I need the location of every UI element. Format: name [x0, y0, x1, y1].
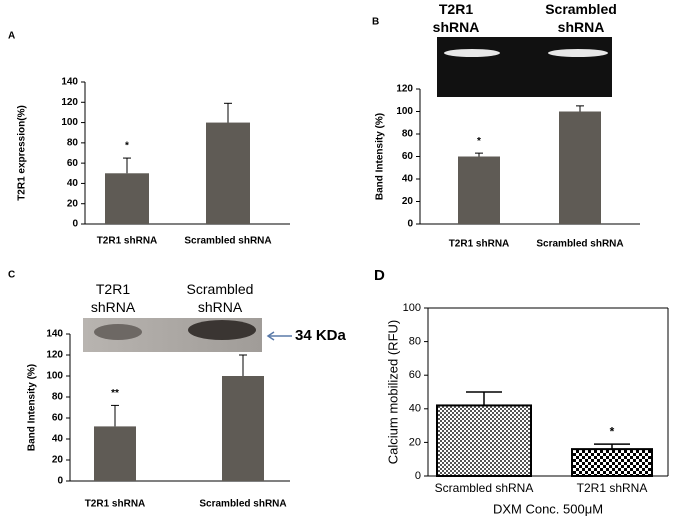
y-tick-label: 100 — [396, 106, 413, 117]
y-tick-label: 100 — [61, 117, 78, 128]
marker-label: 34 KDa — [295, 327, 346, 344]
y-tick-label: 120 — [396, 84, 413, 95]
y-tick-label: 120 — [61, 97, 78, 108]
y-tick-label: 40 — [402, 174, 414, 185]
panel: C 0 20 40 60 80 100 120 140 Band Intensity (%) ** T… — [8, 270, 290, 510]
y-tick-label: 140 — [46, 329, 63, 340]
image-label: Scrambled shRNA — [545, 1, 617, 35]
x-tick-label: Scrambled shRNA — [435, 481, 534, 495]
x-tick-label: T2R1 shRNA — [449, 239, 510, 250]
y-axis-label: Band Intensity (%) — [27, 364, 38, 451]
annotation: * — [125, 141, 129, 152]
x-tick-label: T2R1 shRNA — [97, 236, 158, 247]
y-tick-label: 120 — [46, 350, 63, 361]
y-tick-label: 80 — [402, 129, 414, 140]
y-axis-label: Calcium mobilized (RFU) — [385, 320, 400, 464]
bar — [222, 376, 264, 481]
y-tick-label: 40 — [67, 178, 79, 189]
bar — [94, 426, 136, 481]
y-axis-label: Band Intensity (%) — [375, 113, 386, 200]
panel-label: A — [8, 31, 15, 42]
x-tick-label: T2R1 shRNA — [85, 499, 146, 510]
annotation: * — [610, 424, 615, 438]
image-label: T2R1 shRNA — [432, 1, 480, 35]
bar — [571, 448, 653, 477]
x-tick-label: T2R1 shRNA — [577, 481, 648, 495]
y-tick-label: 20 — [52, 455, 64, 466]
y-tick-label: 100 — [46, 371, 63, 382]
x-tick-label: Scrambled shRNA — [184, 236, 271, 247]
y-tick-label: 0 — [407, 219, 413, 230]
y-tick-label: 20 — [402, 196, 414, 207]
bar — [458, 156, 500, 224]
y-tick-label: 60 — [409, 369, 421, 381]
annotation: * — [477, 136, 481, 147]
y-tick-label: 0 — [72, 219, 78, 230]
gel-image — [437, 37, 612, 97]
y-tick-label: 80 — [409, 336, 421, 348]
panel: A 0 20 40 60 80 100 120 140 T2R1 expression(%) * T2… — [8, 31, 290, 247]
y-axis-label: T2R1 expression(%) — [17, 105, 28, 201]
panel: B 0 20 40 60 80 100 120 Band Intensity (%) * T2R1 … — [372, 17, 640, 250]
image-label: Scrambled shRNA — [186, 281, 254, 315]
blot-image — [83, 318, 292, 352]
y-tick-label: 40 — [52, 434, 64, 445]
x-tick-label: Scrambled shRNA — [199, 499, 286, 510]
bar — [105, 173, 149, 224]
panel-label: B — [372, 17, 379, 28]
x-axis-label: DXM Conc. 500μM — [493, 501, 603, 516]
panel-label: D — [374, 267, 385, 284]
bar — [559, 111, 601, 224]
bar — [436, 404, 532, 477]
y-tick-label: 80 — [52, 392, 64, 403]
y-tick-label: 80 — [67, 137, 79, 148]
y-tick-label: 0 — [415, 470, 421, 482]
y-tick-label: 60 — [52, 413, 64, 424]
y-tick-label: 60 — [67, 158, 79, 169]
y-tick-label: 0 — [57, 476, 63, 487]
y-tick-label: 40 — [409, 403, 421, 415]
bar — [206, 122, 250, 224]
image-label: T2R1 shRNA — [90, 281, 136, 315]
y-tick-label: 140 — [61, 77, 78, 88]
y-tick-label: 60 — [402, 151, 414, 162]
y-tick-label: 100 — [403, 302, 421, 314]
annotation: ** — [111, 388, 119, 399]
panel-label: C — [8, 270, 15, 281]
y-tick-label: 20 — [67, 198, 79, 209]
y-tick-label: 20 — [409, 436, 421, 448]
x-tick-label: Scrambled shRNA — [536, 239, 623, 250]
